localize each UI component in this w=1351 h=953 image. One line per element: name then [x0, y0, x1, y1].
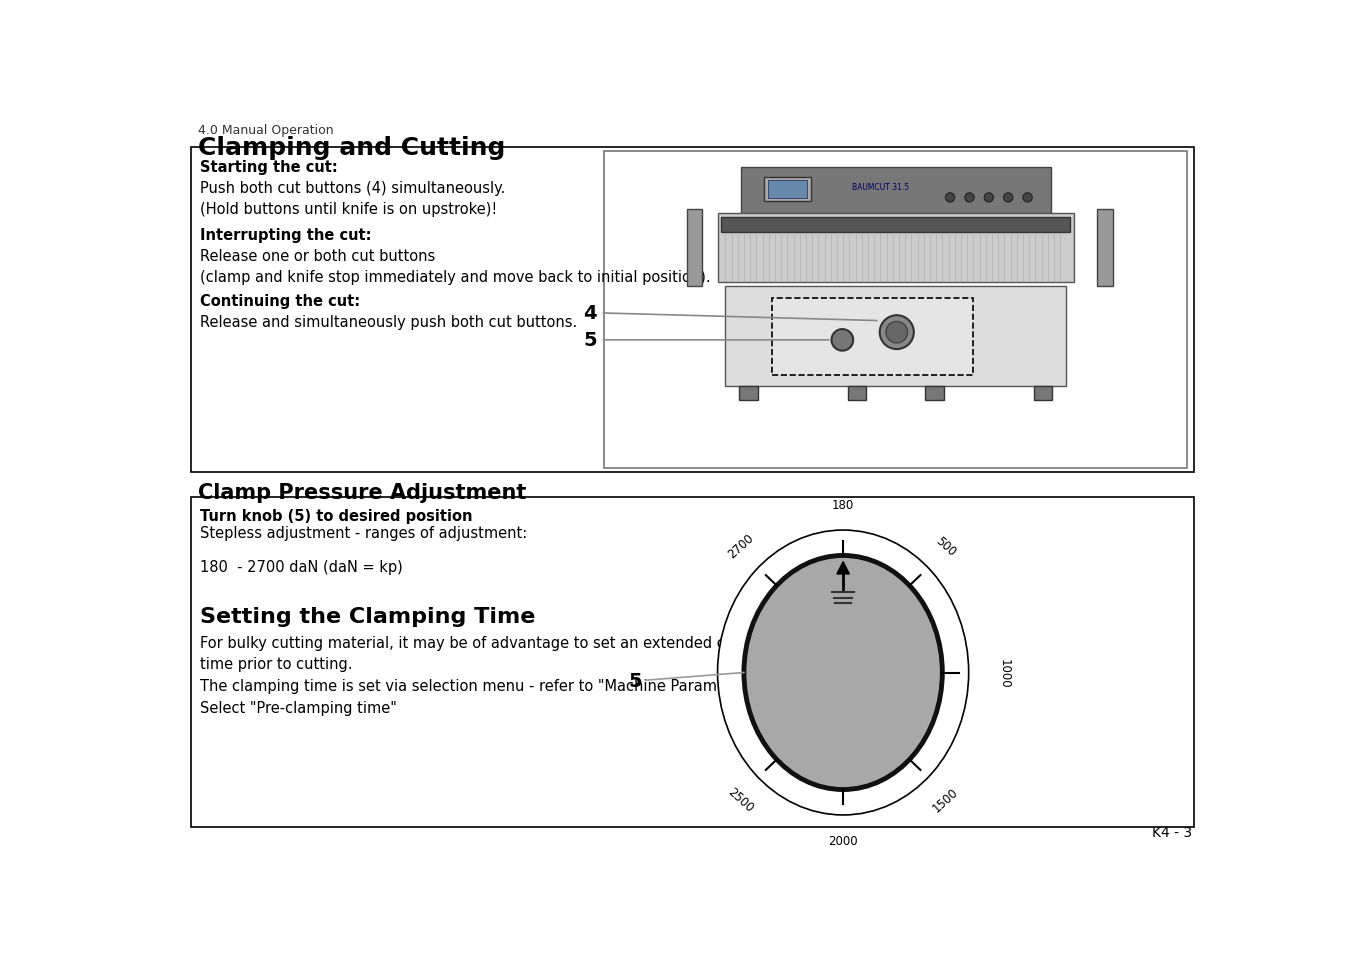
Bar — [190, 497, 1194, 826]
Text: 4: 4 — [584, 304, 597, 323]
Bar — [1097, 210, 1113, 287]
Text: Push both cut buttons (4) simultaneously.
(Hold buttons until knife is on upstro: Push both cut buttons (4) simultaneously… — [200, 181, 505, 217]
Bar — [925, 387, 944, 400]
Bar — [721, 217, 1070, 233]
Text: 2700: 2700 — [725, 531, 757, 560]
Text: K4 - 3: K4 - 3 — [1152, 825, 1192, 839]
Text: 5: 5 — [628, 671, 642, 690]
Bar — [848, 387, 866, 400]
Circle shape — [946, 193, 955, 203]
Circle shape — [880, 315, 913, 350]
Circle shape — [831, 330, 854, 352]
Text: Release one or both cut buttons
(clamp and knife stop immediately and move back : Release one or both cut buttons (clamp a… — [200, 249, 711, 285]
Bar — [740, 168, 1051, 213]
Circle shape — [886, 322, 908, 344]
Text: 180  - 2700 daN (daN = kp): 180 - 2700 daN (daN = kp) — [200, 559, 403, 575]
Polygon shape — [836, 562, 850, 575]
Ellipse shape — [717, 531, 969, 815]
Text: For bulky cutting material, it may be of advantage to set an extended clamping
t: For bulky cutting material, it may be of… — [200, 635, 784, 715]
Bar — [767, 180, 807, 199]
Bar — [1034, 387, 1052, 400]
Circle shape — [1023, 193, 1032, 203]
Ellipse shape — [744, 556, 943, 790]
Text: Continuing the cut:: Continuing the cut: — [200, 294, 359, 309]
Bar — [765, 177, 811, 202]
Bar — [686, 210, 703, 287]
Text: 180: 180 — [832, 498, 854, 512]
Text: 1500: 1500 — [931, 785, 961, 815]
Text: Stepless adjustment - ranges of adjustment:: Stepless adjustment - ranges of adjustme… — [200, 525, 527, 540]
Text: 2500: 2500 — [725, 785, 757, 815]
Bar — [725, 287, 1066, 387]
Text: 5: 5 — [584, 331, 597, 350]
Text: BAUMCUT 31.5: BAUMCUT 31.5 — [851, 183, 909, 192]
Circle shape — [984, 193, 993, 203]
Text: 2000: 2000 — [828, 834, 858, 847]
Text: Setting the Clamping Time: Setting the Clamping Time — [200, 606, 535, 626]
Circle shape — [965, 193, 974, 203]
Text: Turn knob (5) to desired position: Turn knob (5) to desired position — [200, 508, 473, 523]
Text: Release and simultaneously push both cut buttons.: Release and simultaneously push both cut… — [200, 315, 577, 330]
Bar — [771, 298, 973, 375]
Bar — [604, 152, 1188, 468]
Text: Starting the cut:: Starting the cut: — [200, 160, 338, 174]
Bar — [190, 148, 1194, 473]
Text: 4.0 Manual Operation: 4.0 Manual Operation — [199, 124, 334, 136]
Bar — [717, 213, 1074, 283]
Circle shape — [1004, 193, 1013, 203]
Text: 500: 500 — [934, 534, 958, 558]
Text: 1000: 1000 — [997, 658, 1011, 688]
Bar — [739, 387, 758, 400]
Text: Clamping and Cutting: Clamping and Cutting — [199, 136, 505, 160]
Text: Interrupting the cut:: Interrupting the cut: — [200, 228, 372, 242]
Text: Clamp Pressure Adjustment: Clamp Pressure Adjustment — [199, 483, 527, 503]
